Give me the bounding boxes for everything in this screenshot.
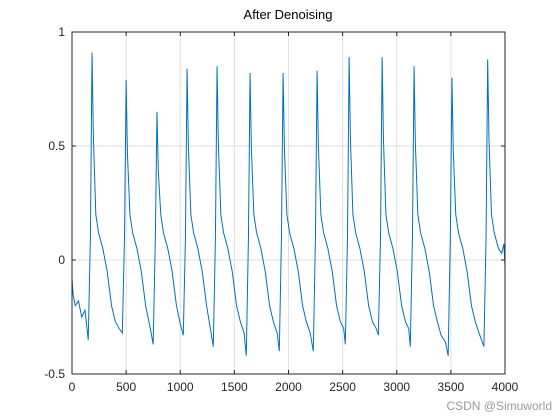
x-tick-label: 1500 [221,380,248,394]
chart-title: After Denoising [244,7,333,22]
y-tick-label: 1 [58,25,65,39]
data-line [71,52,506,356]
x-tick-label: 2500 [329,380,356,394]
y-tick-label: -0.5 [44,367,65,381]
x-tick-label: 4000 [492,380,519,394]
x-tick-label: 3500 [438,380,465,394]
axes-box [71,31,506,375]
watermark: CSDN @Simuworld [446,399,552,413]
y-tick-label: 0.5 [48,139,65,153]
x-tick-label: 500 [116,380,136,394]
x-tick-label: 0 [69,380,76,394]
x-tick-label: 1000 [167,380,194,394]
x-tick-label: 3000 [383,380,410,394]
x-tick-label: 2000 [275,380,302,394]
y-tick-label: 0 [58,253,65,267]
